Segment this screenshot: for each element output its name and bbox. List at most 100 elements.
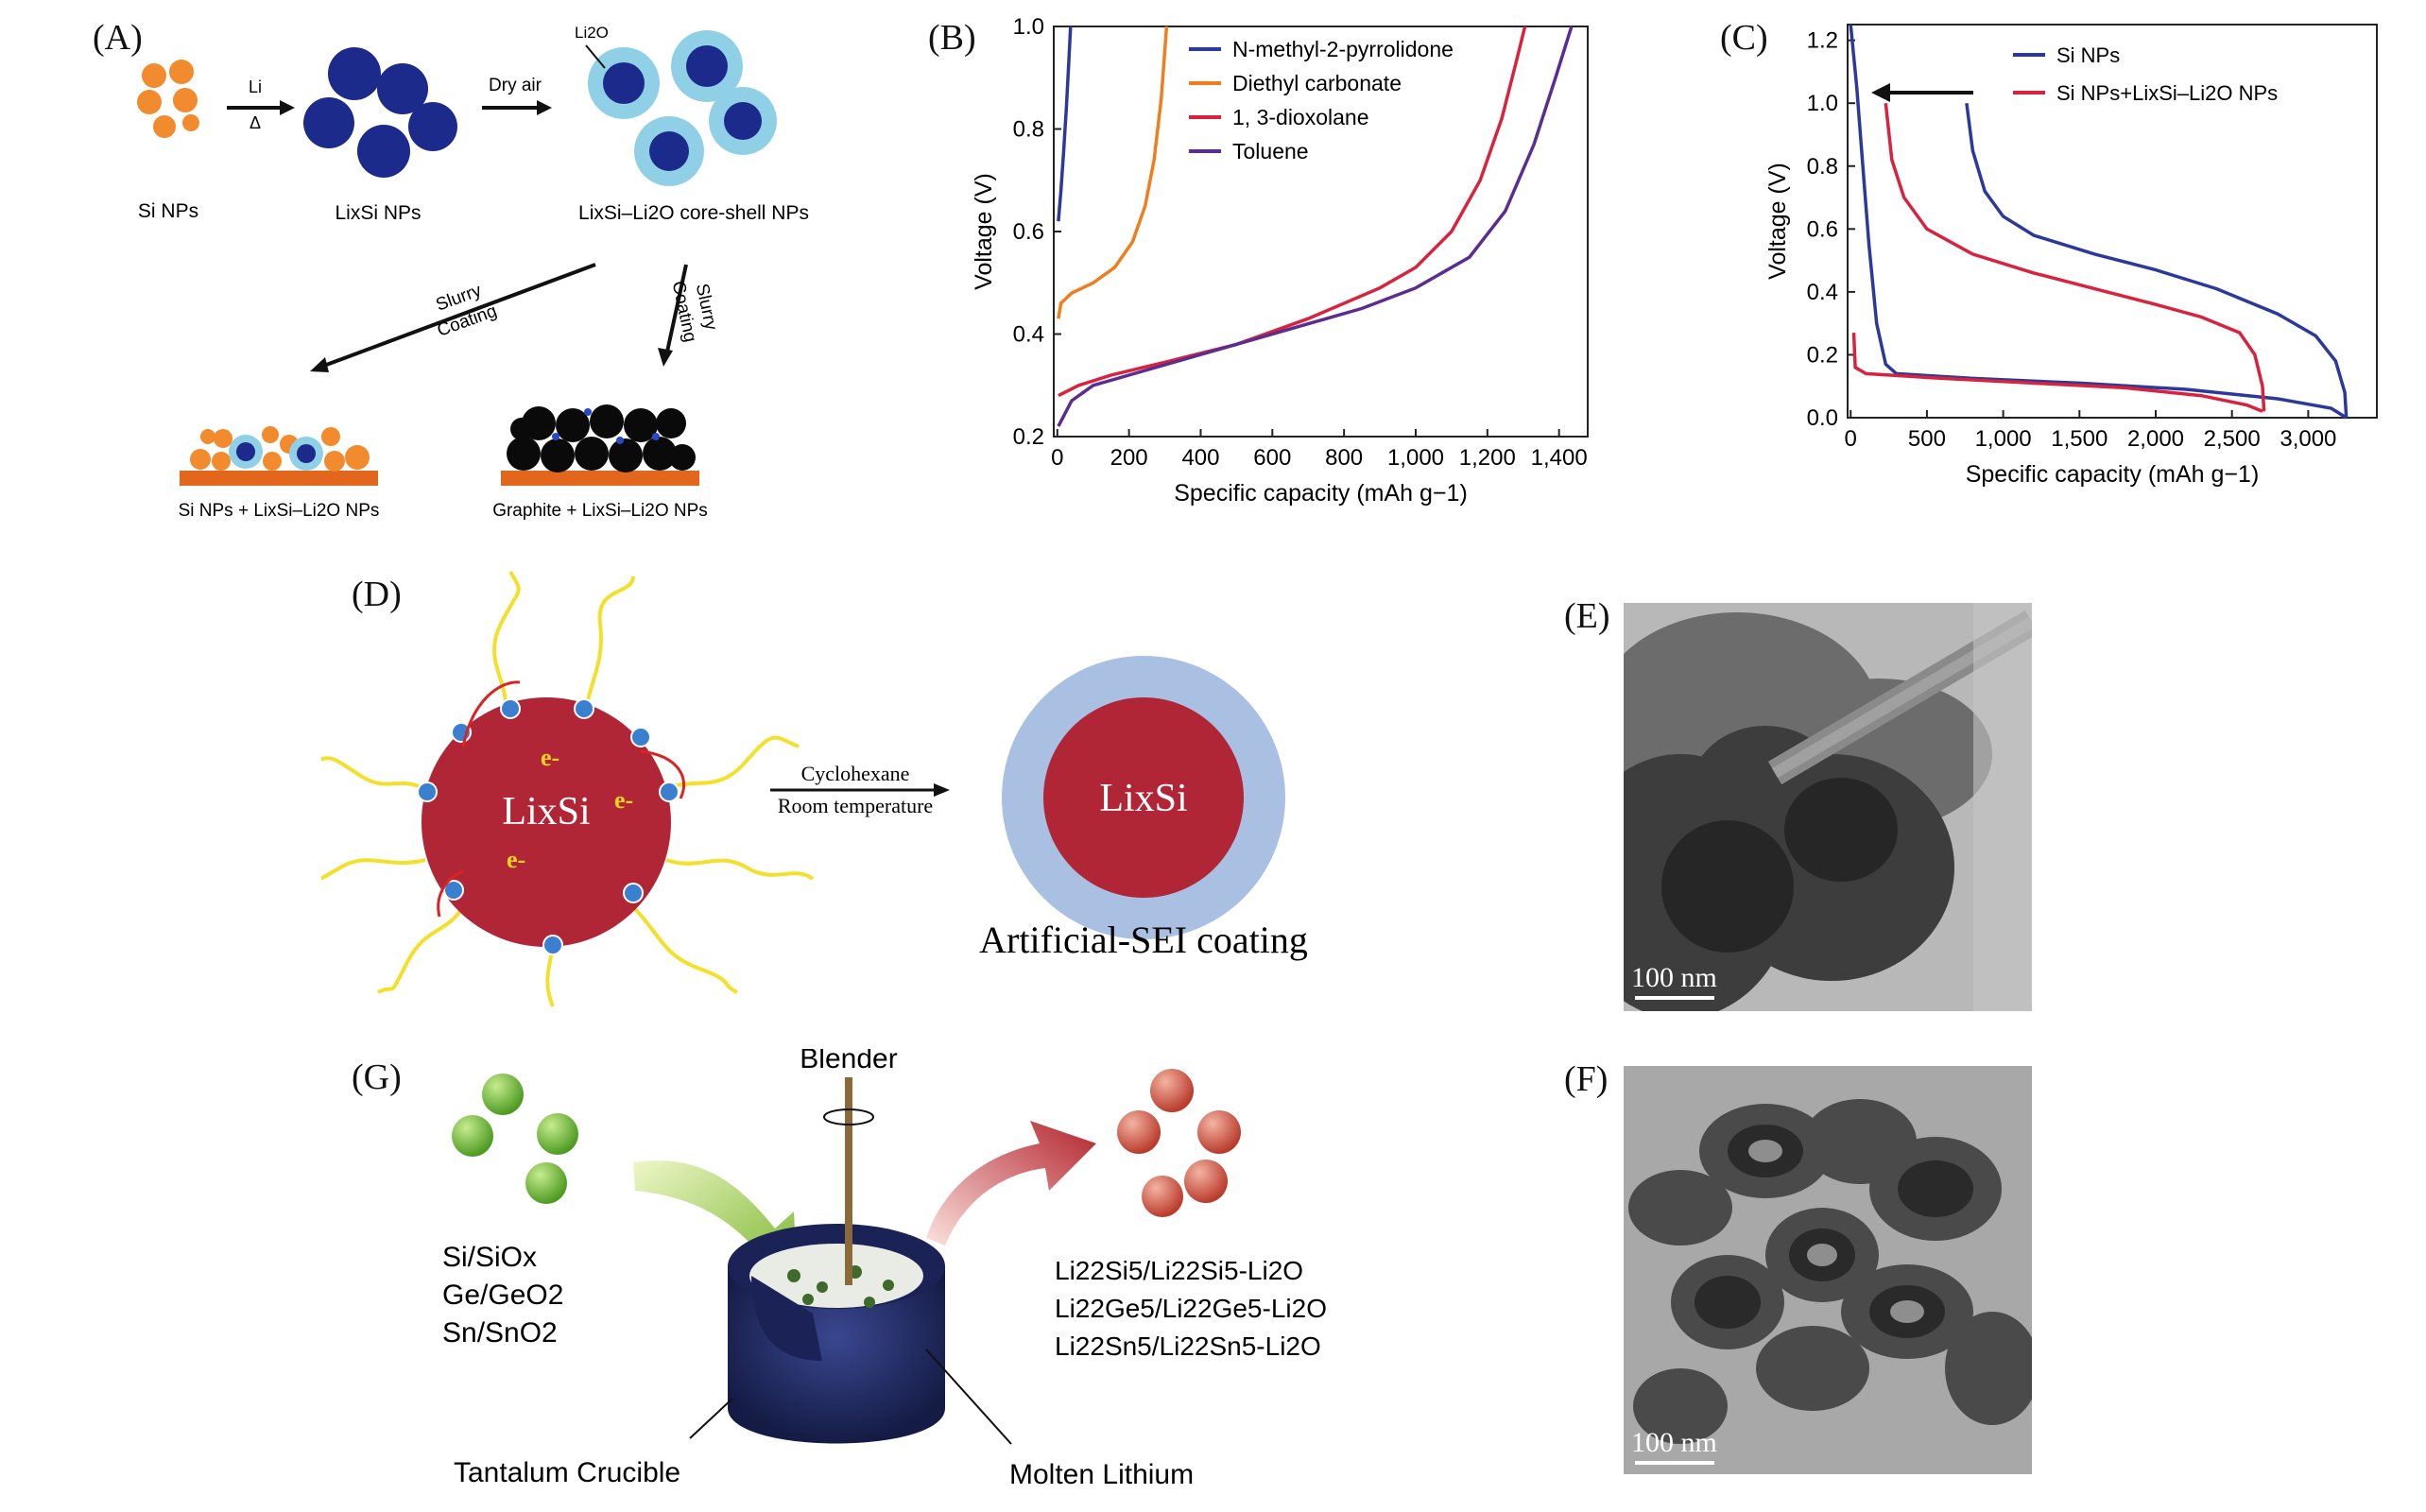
tantalum-crucible [728,1224,945,1444]
legend-entry: Toluene [1232,139,1309,163]
y-tick-label: 0.6 [1807,216,1838,242]
x-tick-label: 1,200 [1459,445,1516,471]
legend-entry: Si NPs [2056,43,2120,67]
lixsi-nanoparticles [303,47,457,178]
arrow-slurry-left [320,263,596,369]
scalebar-f-label: 100 nm [1631,1427,1717,1458]
product-core-label: LixSi [1099,777,1187,820]
x-tick-label: 0 [1845,426,1857,452]
x-tick-label: 0 [1051,445,1063,471]
y-tick-label: 1.0 [1807,91,1838,116]
arrow-bottom-label: Room temperature [778,794,933,817]
legend-entry: Diethyl carbonate [1232,71,1402,95]
graphite-composite-electrode [501,404,699,486]
series-line-3 [1057,26,1574,427]
series-line-0 [1849,24,2348,420]
x-tick-label: 2,500 [2204,426,2261,452]
lixsi-core [422,697,671,947]
electron-label-1: e- [541,744,559,771]
y-axis-label: Voltage (V) [971,173,997,290]
output-arrow [926,1121,1096,1246]
x-tick-label: 1,000 [1975,426,2032,452]
y-tick-label: 1.2 [1807,28,1838,54]
x-tick-label: 1,400 [1531,445,1588,471]
panel-label-b: (B) [928,18,976,58]
x-tick-label: 400 [1181,445,1219,471]
shift-arrowhead [1871,83,1890,102]
arrow-slurry-right [665,264,688,352]
blender-shaft [845,1077,852,1285]
lixsi-np-label: LixSi NPs [335,202,421,224]
electron-label-3: e- [507,846,525,873]
crucible-label: Tantalum Crucible [454,1457,680,1488]
legend-entry: N-methyl-2-pyrrolidone [1232,37,1454,61]
y-tick-label: 0.2 [1013,424,1044,450]
chart-c: 0 500 1,000 1,500 2,000 2,500 3,000 0.0 0.2 0.4 0.… [1729,9,2391,501]
electron-transfer-arrows [437,680,686,918]
y-tick-label: 0.8 [1013,117,1044,143]
panel-label-g: (G) [352,1057,402,1097]
panel-label-f: (F) [1564,1059,1609,1099]
si-np-label: Si NPs [138,200,198,222]
core-label: LixSi [502,790,590,833]
y-tick-label: 0.2 [1807,342,1838,368]
series-line-3 [1884,103,2266,412]
legend-entry: Si NPs+LixSi–Li2O NPs [2056,81,2278,105]
panel-label-e: (E) [1564,596,1610,636]
si-nanoparticles [137,60,199,138]
series-line-1 [1057,26,1169,319]
dry-air-label: Dry air [489,76,542,95]
precursor-spheres [452,1074,578,1204]
panel-label-c: (C) [1720,18,1768,58]
step1-bottom-label: Δ [249,113,261,132]
y-tick-label: 0.4 [1013,322,1044,348]
product-si-label: Si NPs + LixSi–Li2O NPs [179,501,380,521]
y-tick-label: 0.0 [1807,405,1838,431]
chart-b: 0 200 400 600 800 1,000 1,200 1,400 0.2 0.4 0.6 0.8… [936,9,1607,539]
x-tick-label: 3,000 [2280,426,2336,452]
x-tick-label: 200 [1110,445,1148,471]
input-label-3: Sn/SnO2 [442,1317,558,1349]
product-core [1043,697,1244,898]
panel-label-a: (A) [93,18,143,58]
electron-label-2: e- [614,786,633,814]
series-line-2 [1851,333,2263,413]
arrow-top-label: Cyclohexane [801,762,910,785]
panel-a-schematic: Si NPs Li Δ LixSi NPs Dry air Li2O LixSi… [104,9,841,534]
output-label-3: Li22Sn5/Li22Sn5-Li2O [1055,1332,1321,1361]
product-spheres [1117,1069,1241,1217]
x-axis-label: Specific capacity (mAh g−1) [1174,480,1468,507]
panel-d-schematic: e- e- e- LixSi Cyclohexane Room temperat… [321,567,1323,1011]
panel-g-schematic: Si/SiOx Ge/GeO2 Sn/SnO2 Blender Li22Si5/… [416,1049,1399,1512]
series-line-0 [1057,26,1073,222]
output-label-2: Li22Ge5/Li22Ge5-Li2O [1055,1294,1327,1323]
x-tick-label: 500 [1908,426,1946,452]
si-composite-electrode [180,426,378,486]
x-tick-label: 2,000 [2127,426,2184,452]
core-shell-nanoparticles [588,30,777,186]
tem-image-e: 100 nm [1624,603,2032,1011]
y-tick-label: 1.0 [1013,14,1044,40]
output-label-1: Li22Si5/Li22Si5-Li2O [1055,1256,1303,1285]
sei-caption: Artificial-SEI coating [979,919,1308,961]
x-tick-label: 1,500 [2051,426,2108,452]
y-tick-label: 0.6 [1013,219,1044,245]
ligand-anchors [417,698,680,955]
x-tick-label: 600 [1253,445,1291,471]
step1-top-label: Li [249,77,262,96]
blender-label: Blender [800,1049,897,1074]
y-tick-label: 0.4 [1807,280,1838,305]
series-line-2 [1058,26,1527,398]
product-graphite-label: Graphite + LixSi–Li2O NPs [492,501,708,521]
x-axis-label: Specific capacity (mAh g−1) [1966,461,2260,488]
molten-lithium-label: Molten Lithium [1009,1459,1194,1490]
x-tick-label: 800 [1325,445,1363,471]
li2o-label: Li2O [575,24,609,42]
legend-entry: 1, 3-dioxolane [1232,105,1369,129]
panel-label-d: (D) [352,575,402,614]
input-label-1: Si/SiOx [442,1242,537,1273]
series-line-1 [1965,102,2349,419]
scalebar-e-label: 100 nm [1631,962,1717,993]
input-label-2: Ge/GeO2 [442,1280,563,1311]
plot-frame [1847,24,2378,419]
